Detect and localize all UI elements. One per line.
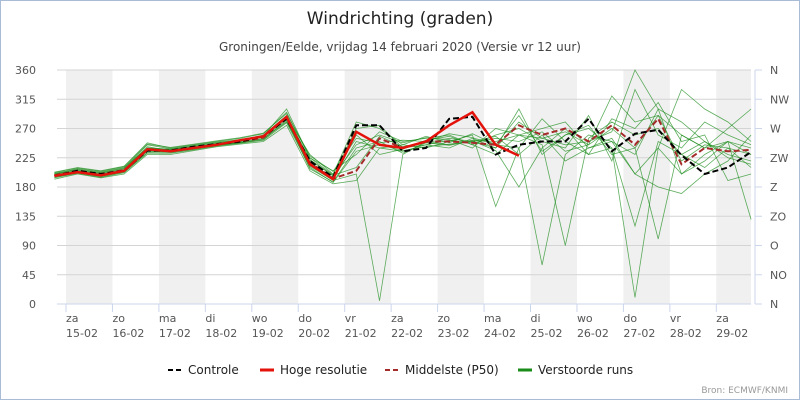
- legend-item-hoge-resolutie[interactable]: Hoge resolutie: [260, 363, 367, 377]
- legend-label: Middelste (P50): [405, 363, 499, 377]
- x-tick-date: 18-02: [205, 327, 237, 340]
- x-tick-date: 15-02: [66, 327, 98, 340]
- ensemble-run-line: [54, 112, 752, 240]
- ensemble-run-line: [54, 108, 752, 298]
- x-tick-date: 28-02: [670, 327, 702, 340]
- ensemble-runs: [54, 69, 752, 301]
- x-tick-date: 24-02: [484, 327, 516, 340]
- ensemble-run-line: [54, 88, 752, 183]
- main-series: [54, 110, 752, 182]
- x-tick-weekday: zo: [112, 312, 125, 325]
- x-tick-date: 29-02: [716, 327, 748, 340]
- x-tick-weekday: wo: [252, 312, 268, 325]
- y-tick-label: 0: [29, 298, 36, 311]
- ensemble-run-line: [54, 69, 752, 177]
- x-tick-date: 27-02: [623, 327, 655, 340]
- y-right-tick-label: W: [770, 123, 781, 136]
- legend-label: Controle: [188, 363, 239, 377]
- y-tick-label: 180: [15, 181, 36, 194]
- x-tick-date: 20-02: [298, 327, 330, 340]
- y-right-tick-label: N: [770, 298, 778, 311]
- y-tick-label: 270: [15, 123, 36, 136]
- y-right-tick-label: ZW: [770, 152, 789, 165]
- y-tick-label: 315: [15, 93, 36, 106]
- ensemble-run-line: [54, 88, 752, 178]
- y-right-tick-label: N: [770, 64, 778, 77]
- y-tick-label: 360: [15, 64, 36, 77]
- legend-label: Verstoorde runs: [538, 363, 633, 377]
- legend-label: Hoge resolutie: [280, 363, 367, 377]
- chart-subtitle: Groningen/Eelde, vrijdag 14 februari 202…: [219, 40, 581, 54]
- y-tick-label: 45: [22, 269, 36, 282]
- y-right-tick-label: NO: [770, 269, 787, 282]
- credits[interactable]: Bron: ECMWF/KNMI: [701, 386, 788, 396]
- x-tick-date: 26-02: [577, 327, 609, 340]
- y-tick-label: 225: [15, 152, 36, 165]
- y-right-tick-label: ZO: [770, 210, 787, 223]
- x-tick-weekday: ma: [484, 312, 501, 325]
- y-tick-label: 135: [15, 210, 36, 223]
- x-tick-date: 17-02: [159, 327, 191, 340]
- x-tick-weekday: do: [623, 312, 637, 325]
- x-tick-date: 16-02: [112, 327, 144, 340]
- x-tick-weekday: do: [298, 312, 312, 325]
- x-tick-weekday: di: [531, 312, 541, 325]
- y-right-tick-label: Z: [770, 181, 778, 194]
- control-line: [54, 115, 752, 179]
- x-tick-weekday: za: [716, 312, 729, 325]
- legend-item-middelste-p50-[interactable]: Middelste (P50): [385, 363, 499, 377]
- x-tick-weekday: zo: [438, 312, 451, 325]
- x-tick-date: 22-02: [391, 327, 423, 340]
- x-tick-weekday: vr: [670, 312, 682, 325]
- axes: 0 N 45 NO 90 O 135 ZO 180 Z 225 ZW 270 W 315 NW 360 Nza 15…: [15, 64, 789, 340]
- ensemble-run-line: [54, 111, 752, 246]
- x-tick-weekday: wo: [577, 312, 593, 325]
- x-tick-date: 19-02: [252, 327, 284, 340]
- x-tick-date: 23-02: [438, 327, 470, 340]
- legend: Controle Hoge resolutie Middelste (P50) Ver…: [168, 363, 633, 377]
- chart-title: Windrichting (graden): [307, 9, 493, 29]
- x-tick-weekday: za: [391, 312, 404, 325]
- legend-item-verstoorde-runs[interactable]: Verstoorde runs: [518, 363, 633, 377]
- x-tick-date: 21-02: [345, 327, 377, 340]
- x-tick-weekday: vr: [345, 312, 357, 325]
- y-right-tick-label: NW: [770, 93, 789, 106]
- x-tick-weekday: za: [66, 312, 79, 325]
- y-tick-label: 90: [22, 240, 36, 253]
- x-tick-date: 25-02: [531, 327, 563, 340]
- legend-item-controle[interactable]: Controle: [168, 363, 239, 377]
- x-tick-weekday: ma: [159, 312, 176, 325]
- y-right-tick-label: O: [770, 240, 779, 253]
- x-tick-weekday: di: [205, 312, 215, 325]
- high-resolution-line: [54, 110, 520, 182]
